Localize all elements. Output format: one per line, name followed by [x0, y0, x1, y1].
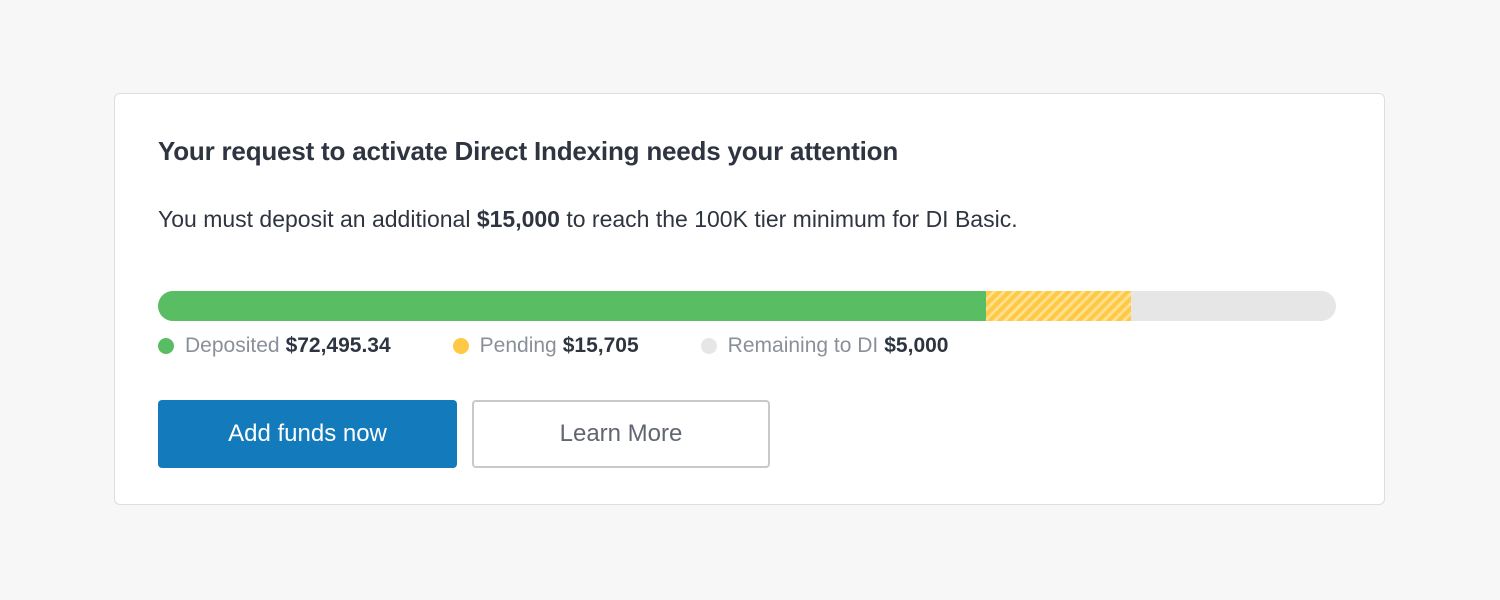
progress-legend: Deposited $72,495.34 Pending $15,705 Rem… [158, 334, 1010, 358]
progress-deposited-segment [158, 291, 987, 321]
deposited-dot-icon [158, 338, 174, 354]
legend-remaining: Remaining to DI $5,000 [700, 334, 948, 358]
legend-pending: Pending $15,705 [452, 334, 639, 358]
learn-more-button[interactable]: Learn More [472, 400, 770, 468]
card-title: Your request to activate Direct Indexing… [158, 136, 899, 166]
funding-progress-bar [158, 291, 1336, 321]
pending-dot-icon [452, 338, 469, 354]
progress-pending-segment [986, 291, 1132, 321]
di-attention-card: Your request to activate Direct Indexing… [114, 93, 1385, 505]
deposit-message: You must deposit an additional $15,000 t… [158, 206, 1018, 232]
required-amount: $15,000 [476, 206, 560, 232]
legend-deposited: Deposited $72,495.34 [158, 334, 391, 358]
remaining-dot-icon [700, 338, 717, 354]
add-funds-button[interactable]: Add funds now [158, 400, 457, 468]
